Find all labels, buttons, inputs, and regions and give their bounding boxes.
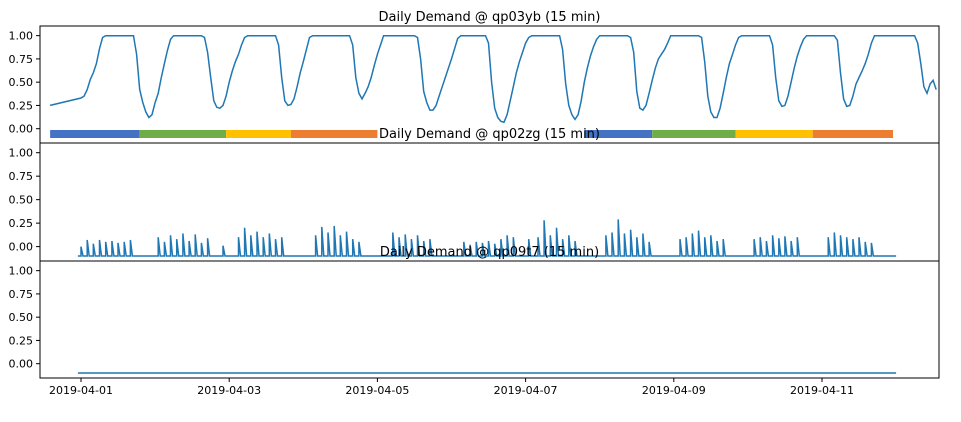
y-tick-label: 0.00 [9,358,34,371]
period-segment [290,130,378,138]
chart-title: Daily Demand @ qp02zg (15 min) [379,127,600,142]
y-tick-label: 0.75 [9,288,34,301]
chart-title: Daily Demand @ qp03yb (15 min) [379,10,601,25]
chart-title: Daily Demand @ qp09t7 (15 min) [380,245,599,260]
y-tick-label: 0.25 [9,217,34,230]
y-tick-label: 0.50 [9,194,34,207]
y-axis: 0.00 0.25 0.50 0.75 1.00 [9,265,40,371]
x-tick-label: 2019-04-01 [49,384,113,397]
period-segment [584,130,653,138]
demand-line [77,219,897,257]
y-tick-label: 1.00 [9,30,34,43]
y-tick-label: 0.50 [9,311,34,324]
chart-panel-qp09t7: 0.00 0.25 0.50 0.75 1.00 Daily Demand @ qp09… [9,245,940,397]
x-tick-label: 2019-04-07 [494,384,558,397]
y-tick-label: 0.25 [9,99,34,112]
x-tick-label: 2019-04-05 [345,384,409,397]
y-axis: 0.00 0.25 0.50 0.75 1.00 [9,147,40,254]
x-tick-label: 2019-04-09 [642,384,706,397]
y-tick-label: 0.75 [9,53,34,66]
x-axis: 2019-04-01 2019-04-03 2019-04-05 2019-04-07… [49,378,854,397]
chart-panel-qp02zg: 0.00 0.25 0.50 0.75 1.00 Daily Demand @ qp02… [9,127,940,262]
y-tick-label: 0.25 [9,334,34,347]
axes-frame [39,260,940,379]
y-axis: 0.00 0.25 0.50 0.75 1.00 [9,30,40,136]
period-band [50,130,894,138]
period-segment [139,130,227,138]
x-tick-label: 2019-04-03 [197,384,261,397]
chart-panel-qp03yb: 0.00 0.25 0.50 0.75 1.00 Daily Demand @ qp03… [9,10,940,144]
period-segment [652,130,736,138]
y-tick-label: 1.00 [9,265,34,278]
demand-line [49,34,937,124]
y-tick-label: 0.00 [9,241,34,254]
y-tick-label: 0.75 [9,170,34,183]
period-segment [812,130,894,138]
period-segment [50,130,140,138]
axes-frame [39,25,940,144]
period-segment [735,130,813,138]
period-segment [226,130,291,138]
x-tick-label: 2019-04-11 [790,384,854,397]
y-tick-label: 1.00 [9,147,34,160]
y-tick-label: 0.00 [9,123,34,136]
y-tick-label: 0.50 [9,76,34,89]
